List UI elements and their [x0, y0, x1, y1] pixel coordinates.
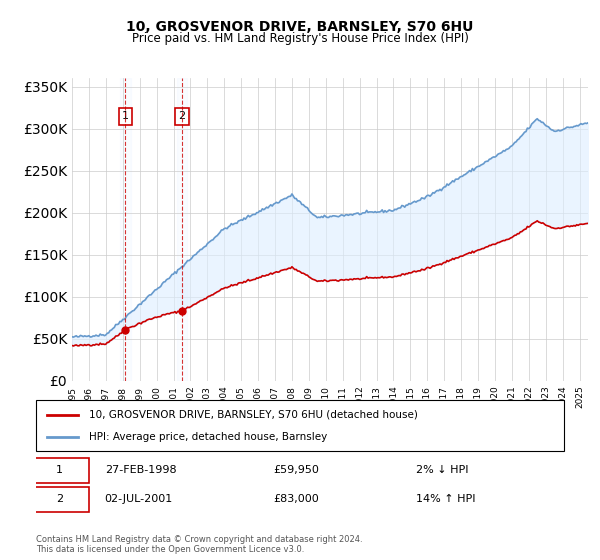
- Text: 2% ↓ HPI: 2% ↓ HPI: [416, 465, 469, 475]
- Text: £59,950: £59,950: [274, 465, 319, 475]
- Bar: [177, 78, 187, 381]
- FancyBboxPatch shape: [36, 400, 564, 451]
- Text: £83,000: £83,000: [274, 494, 319, 505]
- FancyBboxPatch shape: [31, 458, 89, 483]
- Text: 10, GROSVENOR DRIVE, BARNSLEY, S70 6HU (detached house): 10, GROSVENOR DRIVE, BARNSLEY, S70 6HU (…: [89, 409, 418, 419]
- Text: 02-JUL-2001: 02-JUL-2001: [104, 494, 173, 505]
- Text: 14% ↑ HPI: 14% ↑ HPI: [416, 494, 476, 505]
- Text: 27-FEB-1998: 27-FEB-1998: [104, 465, 176, 475]
- Text: 1: 1: [56, 465, 63, 475]
- Bar: [121, 78, 131, 381]
- Text: Contains HM Land Registry data © Crown copyright and database right 2024.
This d: Contains HM Land Registry data © Crown c…: [36, 535, 362, 554]
- Text: 10, GROSVENOR DRIVE, BARNSLEY, S70 6HU: 10, GROSVENOR DRIVE, BARNSLEY, S70 6HU: [127, 20, 473, 34]
- Text: HPI: Average price, detached house, Barnsley: HPI: Average price, detached house, Barn…: [89, 432, 327, 442]
- Text: 1: 1: [122, 111, 129, 121]
- Text: 2: 2: [56, 494, 64, 505]
- FancyBboxPatch shape: [31, 487, 89, 512]
- Text: Price paid vs. HM Land Registry's House Price Index (HPI): Price paid vs. HM Land Registry's House …: [131, 32, 469, 45]
- Text: 2: 2: [178, 111, 185, 121]
